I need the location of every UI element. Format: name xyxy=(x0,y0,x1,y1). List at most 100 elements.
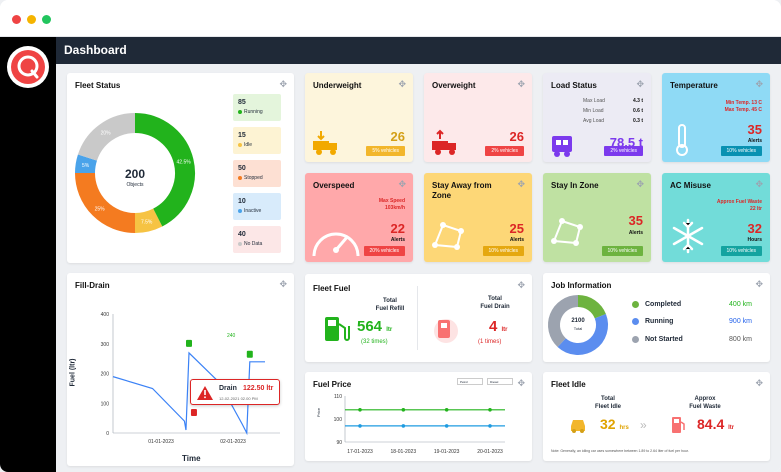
fleet-status-slice-label: 5% xyxy=(82,163,90,169)
fleet-status-slice xyxy=(134,113,195,227)
fleet-status-slice-label: 42.5% xyxy=(177,159,192,165)
job-label: Not Started xyxy=(645,336,683,343)
drain-date: 12-02-2021 02.00 PM xyxy=(219,396,258,401)
temperature-badge: 10% vehicles xyxy=(720,146,762,156)
load-row: Max Load 4.3 t xyxy=(583,96,643,106)
move-icon[interactable]: ✥ xyxy=(398,179,406,189)
job-info-donut xyxy=(548,295,608,355)
legend-idle[interactable]: 15 Idle xyxy=(233,127,281,154)
refill-label-2: Fuel Refill xyxy=(375,306,405,312)
select-value: Diesel xyxy=(490,380,499,384)
x-tick-label: 20-01-2023 xyxy=(477,449,503,455)
fleet-status-slice xyxy=(134,208,163,233)
status-dot-icon xyxy=(632,336,639,343)
thermometer-icon xyxy=(676,124,688,156)
stay-in-card[interactable]: Stay In Zone ✥ 35 Alerts 10% vehicles xyxy=(543,173,651,262)
legend-count: 50 xyxy=(238,165,246,172)
refill-number: 564 xyxy=(357,318,383,335)
truck-up-icon xyxy=(432,129,456,155)
move-icon[interactable]: ✥ xyxy=(755,279,763,289)
fuel-price-point xyxy=(488,424,492,428)
job-row-not-started[interactable]: Not Started 800 km xyxy=(632,336,752,343)
fleet-status-center-label: Objects xyxy=(126,182,144,188)
idle-value: 32 hrs xyxy=(600,416,629,432)
load-row-key: Min Load xyxy=(583,108,604,114)
load-row-key: Avg Load xyxy=(583,118,605,124)
fuel-price-point xyxy=(488,408,492,412)
close-window-button[interactable] xyxy=(12,15,21,24)
load-row-value: 4.3 t xyxy=(632,98,643,104)
underweight-badge: 5% vehicles xyxy=(366,146,405,156)
move-icon[interactable]: ✥ xyxy=(517,79,525,89)
x-tick-label: 19-01-2023 xyxy=(434,449,460,455)
overspeed-card[interactable]: Overspeed ✥ Max Speed 103km/h 22 Alerts … xyxy=(305,173,413,262)
fleet-status-slice-label: 20% xyxy=(101,131,112,137)
app-logo[interactable] xyxy=(7,46,49,88)
move-icon[interactable]: ✥ xyxy=(279,279,287,289)
fuel-drain-icon xyxy=(434,319,458,343)
move-icon[interactable]: ✥ xyxy=(517,280,525,290)
move-icon[interactable]: ✥ xyxy=(517,179,525,189)
refill-value: 564 ltr xyxy=(357,318,392,335)
ac-misuse-label: Hours xyxy=(747,237,762,243)
legend-label-wrap: Running xyxy=(238,109,263,115)
drain-value: 122.50 ltr xyxy=(243,385,274,392)
sidebar xyxy=(0,37,56,472)
job-row-completed[interactable]: Completed 400 km xyxy=(632,301,752,308)
minimize-window-button[interactable] xyxy=(27,15,36,24)
fuel-type-select-2[interactable]: Diesel xyxy=(487,378,513,385)
job-label: Running xyxy=(645,318,674,325)
fuel-price-point xyxy=(401,408,406,412)
job-row-running[interactable]: Running 900 km xyxy=(632,318,752,325)
legend-label-wrap: No Data xyxy=(238,241,262,247)
fuel-price-point xyxy=(401,424,406,428)
move-icon[interactable]: ✥ xyxy=(755,79,763,89)
temperature-min: Min Temp. 13 C xyxy=(725,100,762,106)
fill-drain-card: Fill-Drain ✥ 0 100 200 300 400 01-01-2023 02-0… xyxy=(67,273,294,466)
fleet-idle-note: Note: Generally, an idling car uses some… xyxy=(551,449,689,453)
ac-fuel-waste-label: Approx Fuel Waste xyxy=(716,199,762,205)
card-title: Fuel Price xyxy=(313,380,352,389)
overweight-card[interactable]: Overweight ✥ 26 2% vehicles xyxy=(424,73,532,162)
temperature-max: Max Temp. 45 C xyxy=(724,107,762,113)
card-title: Underweight xyxy=(313,81,362,90)
maximize-window-button[interactable] xyxy=(42,15,51,24)
fuel-type-select-1[interactable]: Petrol xyxy=(457,378,483,385)
legend-label-wrap: Inactive xyxy=(238,208,261,214)
load-row-value: 0.6 t xyxy=(632,108,643,114)
legend-count: 15 xyxy=(238,132,246,139)
drain-tooltip[interactable]: Drain 122.50 ltr 12-02-2021 02.00 PM xyxy=(190,379,280,405)
move-icon[interactable]: ✥ xyxy=(755,378,763,388)
select-value: Petrol xyxy=(460,380,468,384)
drain-label-1: Total xyxy=(488,296,502,302)
y-tick-label: 300 xyxy=(101,342,110,348)
fuel-price-ylabel: Price xyxy=(316,407,322,418)
status-dot-icon xyxy=(238,242,242,246)
dashboard-main: Fleet Status ✥ 42.5% 7.5% 25% 5% 20% 200 Obj… xyxy=(56,64,781,472)
y-tick-label: 0 xyxy=(106,431,109,437)
underweight-card[interactable]: Underweight ✥ 26 5% vehicles xyxy=(305,73,413,162)
legend-no-data[interactable]: 40 No Data xyxy=(233,226,281,253)
load-status-card[interactable]: Load Status ✥ Max Load 4.3 t Min Load 0.6 t… xyxy=(543,73,651,162)
legend-label: No Data xyxy=(244,241,263,247)
legend-label-wrap: Stopped xyxy=(238,175,263,181)
temperature-card[interactable]: Temperature ✥ Min Temp. 13 C Max Temp. 4… xyxy=(662,73,770,162)
legend-running[interactable]: 85 Running xyxy=(233,94,281,121)
legend-inactive[interactable]: 10 Inactive xyxy=(233,193,281,220)
move-icon[interactable]: ✥ xyxy=(398,79,406,89)
move-icon[interactable]: ✥ xyxy=(636,79,644,89)
move-icon[interactable]: ✥ xyxy=(755,179,763,189)
x-tick-label: 17-01-2023 xyxy=(347,449,373,455)
legend-stopped[interactable]: 50 Stopped xyxy=(233,160,281,187)
load-row: Min Load 0.6 t xyxy=(583,106,643,116)
fleet-status-slice xyxy=(75,154,98,174)
fuel-marker-icon xyxy=(190,409,197,417)
move-icon[interactable]: ✥ xyxy=(279,79,287,89)
move-icon[interactable]: ✥ xyxy=(517,378,525,388)
ac-misuse-card[interactable]: AC Misuse ✥ Approx Fuel Waste 22 ltr 32 … xyxy=(662,173,770,262)
move-icon[interactable]: ✥ xyxy=(636,179,644,189)
stay-away-card[interactable]: Stay Away from Zone ✥ 25 Alerts 10% vehi… xyxy=(424,173,532,262)
refill-times: (32 times) xyxy=(361,339,388,345)
fuel-price-card: Fuel Price ✥ Petrol Diesel 90 100 110 17-01… xyxy=(305,372,532,461)
idle-label-1: Total xyxy=(601,396,615,402)
